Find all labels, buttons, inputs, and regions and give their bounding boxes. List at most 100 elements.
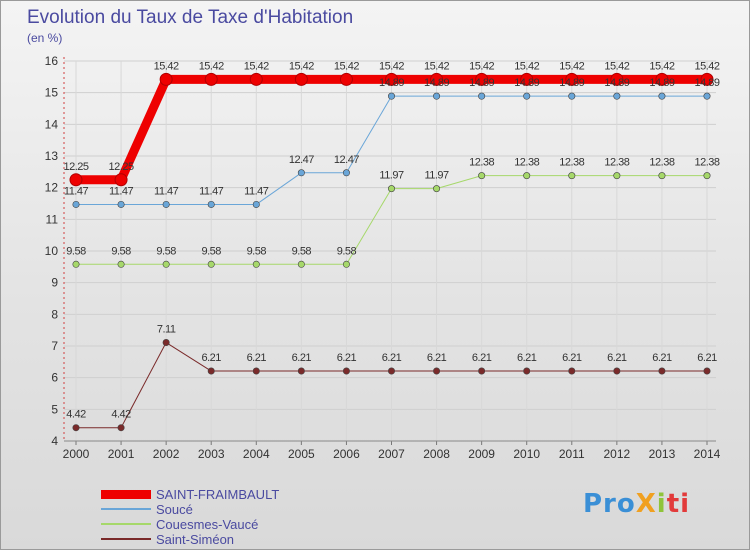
data-point [475, 72, 489, 86]
data-label: 14.89 [514, 77, 539, 89]
data-point [703, 172, 711, 180]
data-point [252, 260, 260, 268]
data-label: 12.38 [694, 157, 719, 169]
data-point [568, 367, 576, 375]
data-label: 4.42 [66, 409, 86, 421]
data-point [433, 92, 441, 100]
data-point [520, 72, 534, 86]
series-lines [69, 72, 714, 432]
data-label: 9.58 [337, 245, 357, 257]
data-label: 15.42 [469, 60, 494, 72]
data-point [252, 367, 260, 375]
data-point [658, 92, 666, 100]
data-label: 12.38 [649, 157, 674, 169]
y-tick-label: 7 [51, 339, 58, 353]
data-label: 6.21 [247, 352, 267, 364]
data-label: 14.89 [469, 77, 494, 89]
data-label: 11.47 [64, 185, 89, 197]
data-label: 6.21 [337, 352, 357, 364]
data-label: 15.42 [154, 60, 179, 72]
data-labels: 12.25 12.25 15.42 15.42 15.42 15.42 15.42 15.42… [63, 60, 720, 421]
x-tick-label: 2010 [513, 447, 540, 461]
y-tick-label: 11 [46, 212, 59, 226]
y-tick-label: 6 [51, 371, 58, 385]
x-tick-label: 2011 [559, 447, 585, 461]
y-tick-label: 8 [51, 307, 58, 321]
data-point [385, 72, 398, 86]
data-label: 14.89 [379, 77, 404, 89]
data-label: 15.42 [334, 60, 359, 72]
data-point [159, 72, 173, 86]
data-point [252, 200, 260, 208]
data-point [249, 72, 263, 86]
legend-swatch [101, 523, 151, 525]
legend-label: Soucé [156, 502, 193, 517]
data-point [523, 367, 531, 375]
data-point [204, 72, 218, 86]
data-label: 9.58 [156, 245, 176, 257]
data-point [613, 172, 621, 180]
data-point [69, 173, 83, 187]
x-tick-label: 2006 [333, 447, 360, 461]
data-label: 6.21 [652, 352, 672, 364]
data-point [523, 172, 531, 180]
data-point [297, 260, 305, 268]
chart-subtitle: (en %) [27, 31, 63, 45]
data-label: 11.47 [154, 185, 179, 197]
data-point [117, 260, 125, 268]
data-label: 7.11 [157, 324, 176, 336]
logo-part-ti: ti [666, 489, 691, 519]
data-point [568, 172, 576, 180]
data-point [117, 200, 125, 208]
data-label: 12.38 [604, 157, 629, 169]
data-label: 12.38 [469, 157, 494, 169]
y-tick-label: 10 [45, 244, 59, 258]
data-label: 9.58 [202, 245, 222, 257]
data-label: 12.47 [334, 154, 359, 166]
legend-swatch [101, 508, 151, 510]
data-label: 15.42 [244, 60, 269, 72]
data-label: 6.21 [427, 352, 447, 364]
x-tick-label: 2007 [378, 447, 405, 461]
data-label: 12.47 [289, 154, 314, 166]
data-point [658, 367, 666, 375]
data-point [342, 367, 350, 375]
data-point [162, 200, 170, 208]
data-point [72, 424, 80, 432]
x-tick-label: 2009 [468, 447, 495, 461]
data-point [433, 367, 441, 375]
data-label: 11.47 [244, 185, 269, 197]
x-tick-label: 2004 [243, 447, 270, 461]
data-label: 12.38 [559, 157, 584, 169]
data-label: 6.21 [607, 352, 627, 364]
data-point [72, 200, 80, 208]
data-label: 6.21 [517, 352, 537, 364]
data-label: 15.42 [694, 60, 719, 72]
data-point [613, 92, 621, 100]
data-point [297, 367, 305, 375]
data-point [387, 367, 395, 375]
data-label: 15.42 [514, 60, 539, 72]
legend-swatch [101, 538, 151, 540]
data-point [387, 92, 395, 100]
data-point [117, 424, 125, 432]
logo-part-i: i [656, 489, 667, 519]
data-label: 6.21 [202, 352, 222, 364]
data-point [207, 200, 215, 208]
data-label: 6.21 [292, 352, 312, 364]
data-label: 14.89 [604, 77, 629, 89]
x-tick-label: 2000 [63, 447, 90, 461]
data-point [114, 173, 128, 187]
y-tick-label: 13 [45, 149, 59, 163]
x-tick-label: 2001 [108, 447, 135, 461]
data-label: 15.42 [559, 60, 584, 72]
data-label: 11.47 [199, 185, 224, 197]
data-label: 15.42 [649, 60, 674, 72]
y-tick-label: 14 [45, 117, 59, 131]
legend-label: SAINT-FRAIMBAULT [156, 487, 280, 502]
data-point [207, 367, 215, 375]
y-tick-label: 15 [45, 86, 59, 100]
data-point [72, 260, 80, 268]
logo-part-pro: Pro [583, 489, 636, 519]
